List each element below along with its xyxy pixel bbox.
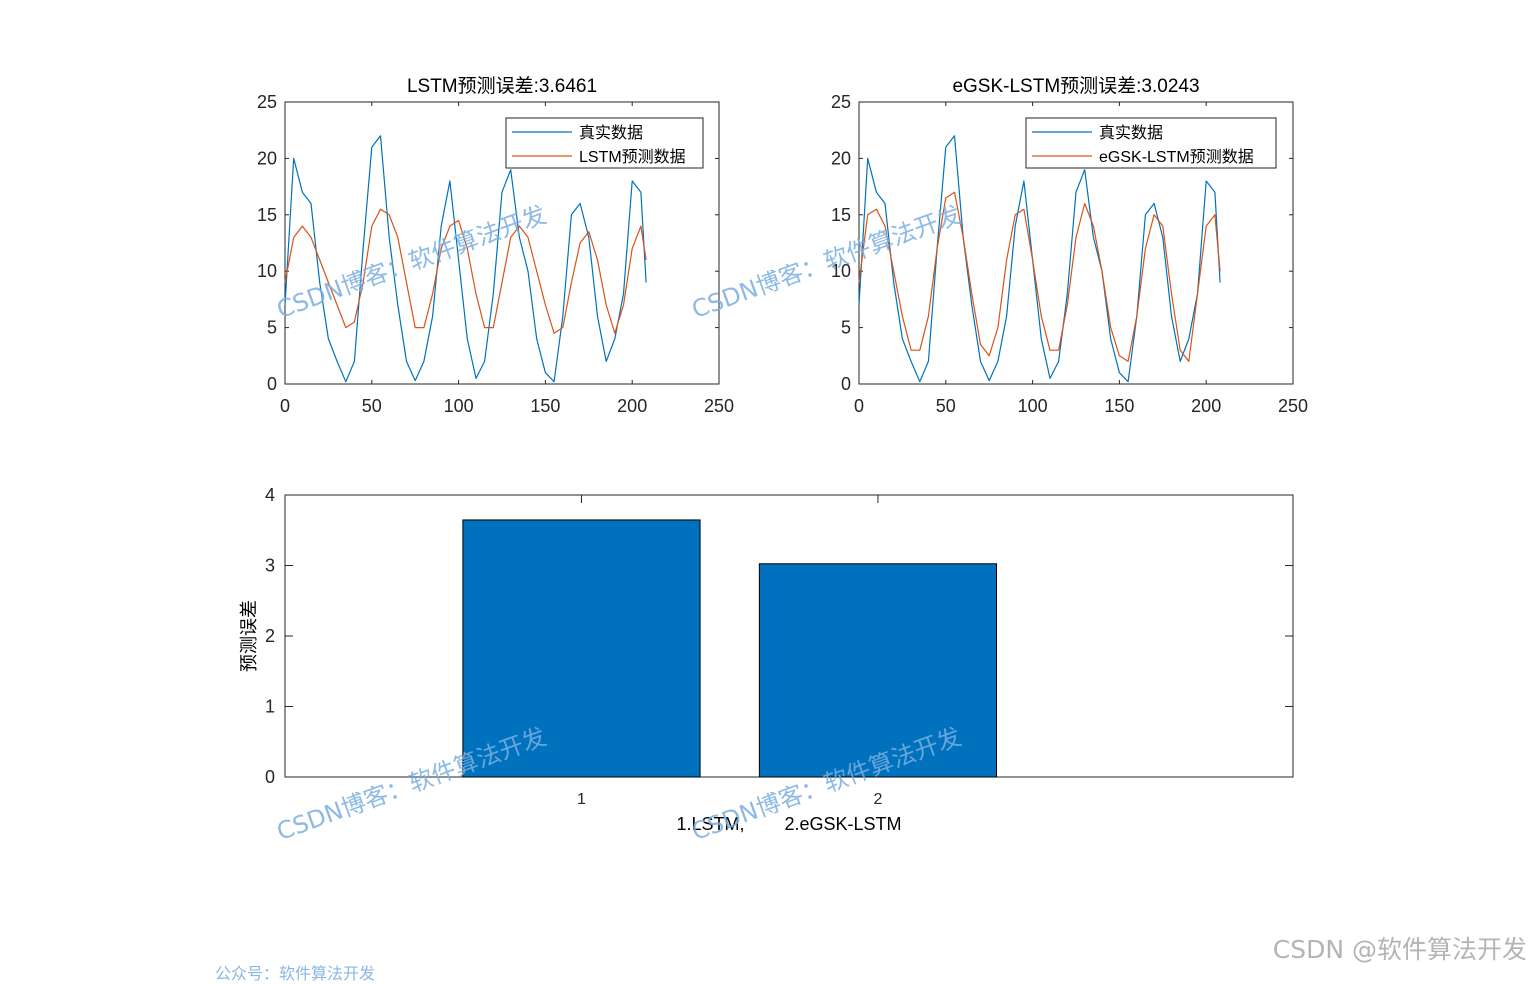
y-tick-label: 10 [831,261,851,281]
y-tick-label: 15 [831,205,851,225]
watermark-bottom-left: 公众号：软件算法开发 [215,964,376,983]
y-tick-label: 20 [257,148,277,168]
x-tick-label: 100 [444,396,474,416]
bar-xlabel: 1.LSTM, 2.eGSK-LSTM [676,814,901,834]
x-tick-label: 250 [1278,396,1308,416]
x-tick-label: 150 [530,396,560,416]
bar-2 [758,563,998,778]
egsk-legend-label-pred: eGSK-LSTM预测数据 [1099,148,1254,166]
lstm-legend: 真实数据 LSTM预测数据 [505,117,704,169]
egsk-lines [858,135,1221,383]
y-tick-label: 0 [841,374,851,394]
x-tick-label: 250 [704,396,734,416]
y-tick-label: 4 [265,485,275,505]
series-line-pred [284,208,647,334]
subplot-bar: 0 1 2 3 4 1 2 1.LSTM, 2.eGSK-LSTM 预测误差 [239,485,1294,834]
x-tick-label: 2 [873,791,882,808]
y-tick-label: 15 [257,205,277,225]
y-tick-label: 5 [841,318,851,338]
series-line-pred [858,191,1221,362]
egsk-ticks: 0 50 100 150 200 250 0 5 10 15 20 25 [831,92,1308,416]
y-tick-label: 1 [265,697,275,717]
y-tick-label: 2 [265,626,275,646]
lstm-ticks: 0 50 100 150 200 250 0 5 10 15 20 25 [257,92,734,416]
subplot-lstm: LSTM预测误差:3.6461 0 50 100 150 200 250 0 5 10 15 20 2… [257,75,734,416]
subplot-egsk: eGSK-LSTM预测误差:3.0243 0 50 100 150 200 250 0 5 10… [831,75,1308,416]
y-tick-label: 20 [831,148,851,168]
y-tick-label: 25 [257,92,277,112]
egsk-legend: 真实数据 eGSK-LSTM预测数据 [1025,117,1277,169]
bar-bars [462,519,998,778]
series-line-true [284,135,647,383]
y-tick-label: 5 [267,318,277,338]
egsk-legend-box [1025,117,1277,169]
y-tick-label: 0 [267,374,277,394]
watermark-footer: CSDN @软件算法开发 [1272,935,1527,964]
x-tick-label: 1 [577,791,586,808]
x-tick-label: 100 [1018,396,1048,416]
x-tick-label: 0 [280,396,290,416]
x-tick-label: 150 [1104,396,1134,416]
egsk-legend-label-true: 真实数据 [1099,124,1163,142]
lstm-title: LSTM预测误差:3.6461 [407,75,597,97]
series-line-true [858,135,1221,383]
x-tick-label: 200 [617,396,647,416]
lstm-legend-label-true: 真实数据 [579,124,643,142]
y-tick-label: 0 [265,767,275,787]
x-tick-label: 50 [362,396,382,416]
x-tick-label: 200 [1191,396,1221,416]
y-tick-label: 10 [257,261,277,281]
y-tick-label: 3 [265,556,275,576]
lstm-legend-label-pred: LSTM预测数据 [579,148,686,166]
bar-ylabel: 预测误差 [239,600,259,672]
lstm-legend-box [505,117,704,169]
x-tick-label: 0 [854,396,864,416]
lstm-lines [284,135,647,383]
egsk-title: eGSK-LSTM预测误差:3.0243 [952,75,1199,97]
bar-1 [462,519,701,778]
y-tick-label: 25 [831,92,851,112]
x-tick-label: 50 [936,396,956,416]
